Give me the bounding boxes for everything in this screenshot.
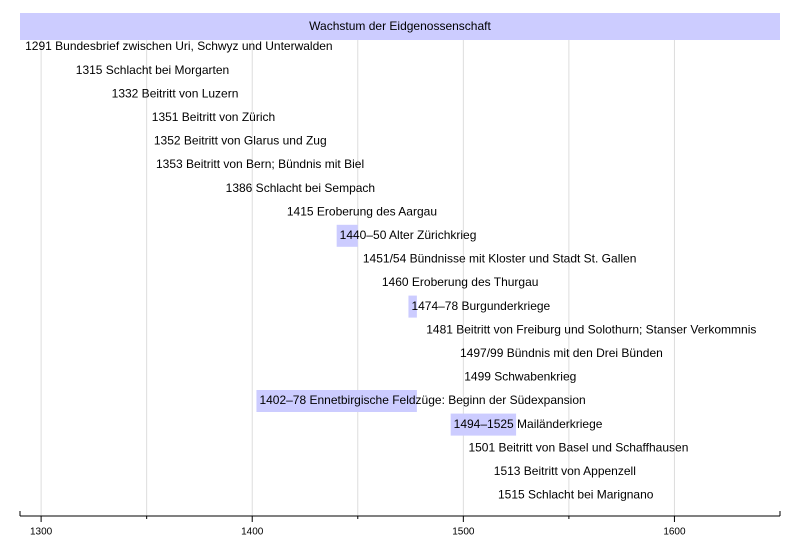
event-label-10: 1460 Eroberung des Thurgau [382,275,539,289]
event-label-8: 1440–50 Alter Zürichkrieg [340,228,477,242]
event-label-13: 1497/99 Bündnis mit den Drei Bünden [460,346,663,360]
span-bar-11 [408,295,417,318]
event-label-18: 1513 Beitritt von Appenzell [494,464,636,478]
event-label-1: 1315 Schlacht bei Morgarten [76,63,229,77]
span-bars [256,224,517,436]
event-label-3: 1351 Beitritt von Zürich [152,110,275,124]
event-labels: 1291 Bundesbrief zwischen Uri, Schwyz un… [25,39,756,501]
event-label-15: 1402–78 Ennetbirgische Feldzüge: Beginn … [259,393,585,407]
span-bar-8 [336,224,358,247]
event-label-12: 1481 Beitritt von Freiburg und Solothurn… [426,322,756,336]
event-label-6: 1386 Schlacht bei Sempach [226,181,375,195]
tick-label-1300: 1300 [30,527,53,538]
tick-label-1500: 1500 [452,527,475,538]
chart-title: Wachstum der Eidgenossenschaft [309,19,491,33]
event-label-11: 1474–78 Burgunderkriege [411,299,550,313]
event-label-0: 1291 Bundesbrief zwischen Uri, Schwyz un… [25,39,333,53]
span-bar-16 [450,413,517,436]
event-label-7: 1415 Eroberung des Aargau [287,204,437,218]
span-bar-15 [256,390,417,412]
event-label-9: 1451/54 Bündnisse mit Kloster und Stadt … [363,252,637,266]
event-label-2: 1332 Beitritt von Luzern [112,86,239,100]
title-bar [20,13,780,40]
event-label-14: 1499 Schwabenkrieg [464,370,576,384]
event-label-4: 1352 Beitritt von Glarus und Zug [154,134,327,148]
tick-label-1400: 1400 [241,527,264,538]
event-label-19: 1515 Schlacht bei Marignano [498,488,654,502]
gridlines [40,40,675,516]
event-label-16: 1494–1525 Mailänderkriege [454,417,603,431]
x-axis: 1300 1400 1500 1600 [19,511,781,538]
tick-label-1600: 1600 [663,527,686,538]
event-label-17: 1501 Beitritt von Basel und Schaffhausen [468,440,688,454]
event-label-5: 1353 Beitritt von Bern; Bündnis mit Biel [156,157,364,171]
